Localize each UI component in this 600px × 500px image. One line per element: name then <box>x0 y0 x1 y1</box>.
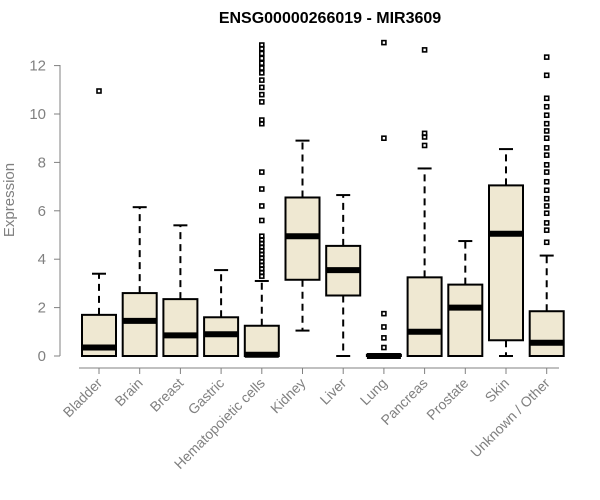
outlier-point <box>543 95 550 102</box>
boxplot-series <box>81 39 565 359</box>
box-1 <box>121 206 158 357</box>
outlier-point <box>421 130 428 137</box>
x-tick-label: Bladder <box>60 375 106 421</box>
x-tick-label: Skin <box>482 375 513 406</box>
box-3 <box>203 269 240 357</box>
box-body <box>447 283 484 357</box>
y-tick-label: 6 <box>38 203 46 220</box>
outlier-point <box>258 42 265 48</box>
outlier-point <box>381 344 387 351</box>
box-body <box>121 292 158 357</box>
outlier-point <box>543 169 550 175</box>
outlier-point <box>543 178 550 185</box>
outlier-point <box>258 99 265 105</box>
outlier-point <box>258 186 265 192</box>
outlier-point <box>543 162 550 168</box>
box-7 <box>365 39 402 359</box>
outlier-point <box>543 220 550 226</box>
box-10 <box>488 148 524 357</box>
y-axis-ticks: 0 2 4 6 8 10 12 <box>29 58 60 365</box>
outlier-point <box>258 70 265 76</box>
y-tick-label: 2 <box>38 300 46 317</box>
box-2 <box>162 224 199 358</box>
box-6 <box>325 194 362 357</box>
y-tick-label: 8 <box>38 154 46 171</box>
outlier-point <box>258 77 265 83</box>
y-tick-label: 12 <box>29 58 46 75</box>
box-body <box>528 310 565 358</box>
outlier-point <box>543 135 550 141</box>
outlier-point <box>543 210 550 217</box>
outlier-point <box>381 335 387 341</box>
box-body <box>488 184 524 342</box>
box-4 <box>243 42 280 358</box>
outlier-point <box>543 187 550 194</box>
outlier-point <box>381 39 387 46</box>
box-8 <box>406 47 443 358</box>
outlier-point <box>543 239 550 246</box>
outlier-point <box>543 195 550 202</box>
box-body <box>406 276 443 358</box>
outlier-point <box>543 227 550 233</box>
outlier-point <box>543 203 550 209</box>
y-axis-label: Expression <box>1 163 18 237</box>
x-tick-label: Brain <box>111 375 145 409</box>
outlier-point <box>258 60 265 66</box>
chart-title: ENSG00000266019 - MIR3609 <box>219 10 441 27</box>
outlier-point <box>258 65 265 71</box>
box-body <box>162 298 199 358</box>
outlier-point <box>258 84 265 91</box>
y-tick-label: 0 <box>38 348 46 365</box>
outlier-point <box>381 135 387 141</box>
outlier-point <box>543 103 550 110</box>
box-0 <box>81 88 117 357</box>
outlier-point <box>258 203 265 209</box>
y-tick-label: 10 <box>29 106 46 123</box>
outlier-point <box>381 324 387 330</box>
outlier-point <box>543 72 550 79</box>
outlier-point <box>421 47 428 53</box>
outlier-point <box>543 112 550 119</box>
x-tick-label: Liver <box>317 375 350 408</box>
outlier-point <box>543 128 550 134</box>
box-9 <box>447 240 484 357</box>
y-tick-label: 4 <box>38 251 46 268</box>
box-body <box>243 324 280 357</box>
outlier-point <box>258 217 265 224</box>
x-tick-label: Prostate <box>423 375 471 423</box>
outlier-point <box>543 152 550 158</box>
outlier-point <box>421 142 428 149</box>
outlier-point <box>96 88 102 94</box>
outlier-point <box>543 145 550 151</box>
outlier-point <box>543 54 550 60</box>
outlier-point <box>258 169 265 175</box>
outlier-point <box>258 91 265 98</box>
box-11 <box>528 54 565 358</box>
x-tick-label: Kidney <box>267 375 309 417</box>
x-tick-label: Breast <box>147 375 187 415</box>
outlier-point <box>543 120 550 127</box>
outlier-point <box>381 310 387 317</box>
outlier-point <box>258 117 265 123</box>
outlier-point <box>258 55 265 62</box>
box-5 <box>284 139 321 332</box>
outlier-point <box>258 233 265 240</box>
outlier-point <box>258 50 265 57</box>
x-tick-label: Lung <box>357 375 390 408</box>
